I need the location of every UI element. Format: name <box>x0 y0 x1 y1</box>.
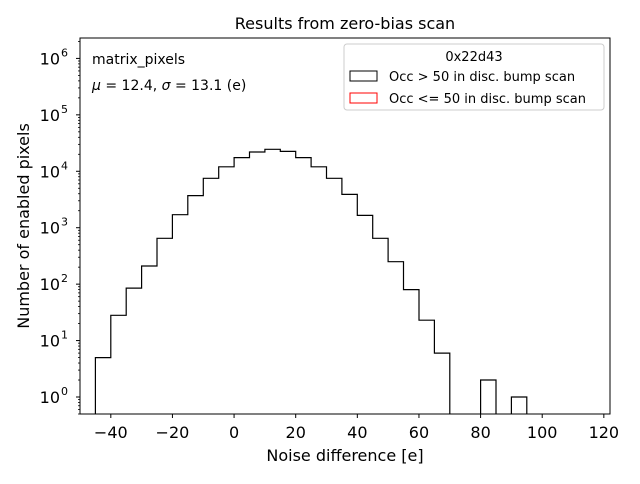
legend-swatch-occ-gt-50 <box>349 70 378 82</box>
x-axis-label: Noise difference [e] <box>266 446 423 465</box>
x-tick-label: 100 <box>527 423 558 442</box>
stats-annotation: μ = 12.4, σ = 13.1 (e) <box>91 78 246 94</box>
x-tick-label: 60 <box>409 423 429 442</box>
mu-value: = 12.4, <box>101 78 162 94</box>
y-tick-label: 10 <box>40 219 60 238</box>
x-tick-label: −40 <box>94 423 128 442</box>
x-tick-label: 40 <box>347 423 367 442</box>
x-tick-label: 120 <box>589 423 620 442</box>
x-tick-label: 20 <box>286 423 306 442</box>
plot-area <box>79 37 611 415</box>
plot-frame <box>79 37 611 415</box>
x-tick-label: 80 <box>470 423 490 442</box>
legend-label-occ-le-50: Occ <= 50 in disc. bump scan <box>389 92 586 107</box>
y-axis-label: Number of enabled pixels <box>14 123 33 329</box>
histogram-layer <box>95 149 603 414</box>
histogram-series-0 <box>95 149 603 414</box>
mu-symbol: μ <box>91 78 101 94</box>
y-tick-exponent: 2 <box>61 272 68 285</box>
x-tick-label: −20 <box>156 423 190 442</box>
legend-label-occ-gt-50: Occ > 50 in disc. bump scan <box>389 70 575 85</box>
y-tick-label: 10 <box>40 162 60 181</box>
legend-title: 0x22d43 <box>445 50 502 65</box>
y-tick-label: 10 <box>40 49 60 68</box>
y-tick-label: 10 <box>40 275 60 294</box>
y-tick-label: 10 <box>40 332 60 351</box>
y-tick-exponent: 5 <box>61 103 68 116</box>
sigma-value: = 13.1 (e) <box>171 78 247 94</box>
y-tick-exponent: 3 <box>61 216 68 229</box>
legend-swatch-occ-le-50 <box>349 92 378 104</box>
x-axis: −40 −20 0 20 40 60 80 100 120 <box>94 414 619 442</box>
y-tick-exponent: 1 <box>61 329 68 342</box>
y-tick-exponent: 4 <box>61 159 68 172</box>
y-tick-exponent: 6 <box>61 46 68 59</box>
dataset-name-annotation: matrix_pixels <box>92 52 185 68</box>
legend-box <box>343 43 605 111</box>
chart-title: Results from zero-bias scan <box>235 14 455 33</box>
legend: 0x22d43 Occ > 50 in disc. bump scan Occ … <box>343 43 605 111</box>
sigma-symbol: σ <box>162 78 172 94</box>
y-tick-label: 10 <box>40 106 60 125</box>
x-tick-label: 0 <box>229 423 239 442</box>
y-tick-label: 10 <box>40 388 60 407</box>
y-tick-exponent: 0 <box>61 385 68 398</box>
